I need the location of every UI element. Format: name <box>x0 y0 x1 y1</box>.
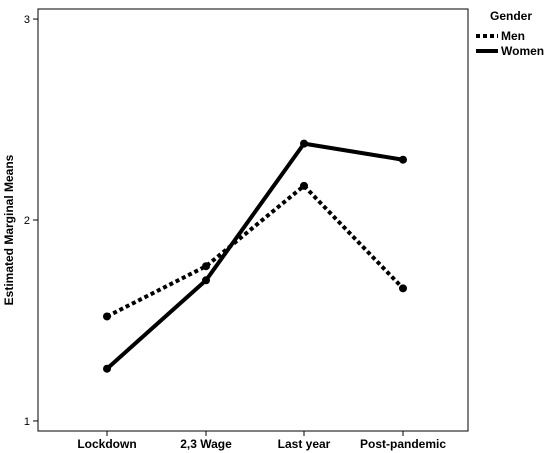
x-tick-label: Post-pandemic <box>360 437 446 451</box>
data-point-men <box>202 262 210 271</box>
x-tick-label: 2,3 Wage <box>180 437 232 451</box>
plot-frame <box>37 8 469 432</box>
series-layer <box>103 139 407 373</box>
data-point-women <box>300 139 308 148</box>
series-line-women <box>105 141 404 371</box>
y-axis-title: Estimated Marginal Means <box>2 154 16 305</box>
x-tick-label: Lockdown <box>77 437 136 451</box>
data-point-men <box>103 312 111 321</box>
x-axis-ticks: Lockdown 2,3 Wage Last year Post-pandemic <box>77 431 446 451</box>
legend-label-men: Men <box>501 29 525 43</box>
series-line-men <box>106 183 405 319</box>
y-tick-label: 1 <box>24 416 30 428</box>
legend-label-women: Women <box>501 44 544 58</box>
x-tick-label: Last year <box>278 437 331 451</box>
data-point-women <box>399 155 407 164</box>
data-point-women <box>103 364 111 373</box>
y-axis-ticks: 1 2 3 <box>24 14 38 428</box>
y-tick-label: 2 <box>24 215 30 227</box>
y-tick-label: 3 <box>24 14 30 26</box>
data-point-women <box>202 276 210 285</box>
data-point-men <box>300 181 308 190</box>
legend-title: Gender <box>490 9 532 23</box>
data-point-men <box>399 284 407 293</box>
